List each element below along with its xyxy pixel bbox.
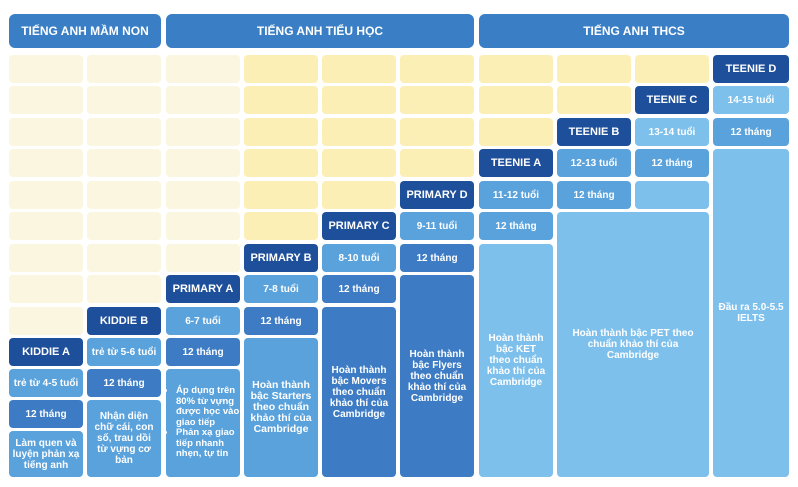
- primary-a-goal: Áp dụng trên 80% từ vựng được học vào gi…: [166, 369, 240, 477]
- bg-cell: [400, 118, 474, 146]
- bg-cell: [400, 55, 474, 83]
- kiddie-a-age: trẻ từ 4-5 tuổi: [9, 369, 83, 397]
- bg-cell: [479, 86, 553, 114]
- teenie-b-label: TEENIE B: [557, 118, 631, 146]
- primary-b-goal: Hoàn thành bậc Starters theo chuẩn khảo …: [244, 338, 318, 477]
- teenie-c-duration: 12 tháng: [635, 149, 709, 177]
- teenie-c-label: TEENIE C: [635, 86, 709, 114]
- kiddie-b-age: trẻ từ 5-6 tuổi: [87, 338, 161, 366]
- teenie-d-duration: 12 tháng: [713, 118, 789, 146]
- primary-d-label: PRIMARY D: [400, 181, 474, 209]
- header-primary: TIẾNG ANH TIỂU HỌC: [166, 14, 474, 48]
- bg-cell: [87, 86, 161, 114]
- primary-c-duration: 12 tháng: [322, 275, 396, 303]
- bg-cell: [479, 118, 553, 146]
- bg-cell: [87, 118, 161, 146]
- primary-c-label: PRIMARY C: [322, 212, 396, 240]
- bg-cell: [166, 149, 240, 177]
- kiddie-b-duration: 12 tháng: [87, 369, 161, 397]
- bg-cell: [166, 118, 240, 146]
- kiddie-a-goal: Làm quen và luyện phản xạ tiếng anh: [9, 431, 83, 477]
- bg-cell: [244, 55, 318, 83]
- teenie-a-goal: Hoàn thành bậc KET theo chuẩn khảo thí c…: [479, 244, 553, 477]
- bg-cell: [322, 55, 396, 83]
- teenie-a-label: TEENIE A: [479, 149, 553, 177]
- bg-cell: [87, 212, 161, 240]
- bg-cell: [166, 244, 240, 272]
- bg-cell: [9, 55, 83, 83]
- bg-cell: [87, 244, 161, 272]
- primary-d-goal: Hoàn thành bậc Flyers theo chuẩn khảo th…: [400, 275, 474, 477]
- bg-cell: [9, 212, 83, 240]
- primary-a-label: PRIMARY A: [166, 275, 240, 303]
- bg-cell: [322, 118, 396, 146]
- bg-cell: [9, 307, 83, 335]
- bg-cell: [9, 149, 83, 177]
- teenie-c-age: 13-14 tuổi: [635, 118, 709, 146]
- bg-cell: [479, 55, 553, 83]
- bg-cell: [9, 275, 83, 303]
- teenie-d-label: TEENIE D: [713, 55, 789, 83]
- bg-cell: [244, 212, 318, 240]
- primary-d-age: 9-11 tuổi: [400, 212, 474, 240]
- bg-cell: [635, 55, 709, 83]
- bg-cell: [166, 55, 240, 83]
- bg-cell: [400, 86, 474, 114]
- bg-cell: [244, 86, 318, 114]
- bg-cell: [87, 55, 161, 83]
- header-preschool: TIẾNG ANH MẦM NON: [9, 14, 161, 48]
- teenie-c-goal: [635, 181, 709, 209]
- teenie-d-goal: Đầu ra 5.0-5.5 IELTS: [713, 149, 789, 477]
- primary-b-duration: 12 tháng: [244, 307, 318, 335]
- primary-a-goal-2: Phản xạ giao tiếp nhanh nhẹn, tự tin: [176, 428, 240, 460]
- bg-cell: [322, 181, 396, 209]
- bg-cell: [166, 181, 240, 209]
- teenie-b-goal: Hoàn thành bậc PET theo chuẩn khảo thí c…: [557, 212, 709, 477]
- bg-cell: [400, 149, 474, 177]
- teenie-d-age: 14-15 tuổi: [713, 86, 789, 114]
- bg-cell: [166, 86, 240, 114]
- primary-a-age: 6-7 tuổi: [166, 307, 240, 335]
- bg-cell: [244, 181, 318, 209]
- primary-a-duration: 12 tháng: [166, 338, 240, 366]
- bg-cell: [244, 118, 318, 146]
- primary-d-duration: 12 tháng: [400, 244, 474, 272]
- bg-cell: [322, 149, 396, 177]
- kiddie-b-goal: Nhận diện chữ cái, con số, trau dồi từ v…: [87, 400, 161, 477]
- primary-c-goal: Hoàn thành bậc Movers theo chuẩn khảo th…: [322, 307, 396, 477]
- kiddie-a-label: KIDDIE A: [9, 338, 83, 366]
- kiddie-b-label: KIDDIE B: [87, 307, 161, 335]
- teenie-b-duration: 12 tháng: [557, 181, 631, 209]
- bg-cell: [87, 275, 161, 303]
- kiddie-a-duration: 12 tháng: [9, 400, 83, 428]
- bg-cell: [87, 149, 161, 177]
- teenie-a-duration: 12 tháng: [479, 212, 553, 240]
- header-secondary: TIẾNG ANH THCS: [479, 14, 789, 48]
- bg-cell: [9, 86, 83, 114]
- bg-cell: [557, 55, 631, 83]
- teenie-a-age: 11-12 tuổi: [479, 181, 553, 209]
- primary-c-age: 8-10 tuổi: [322, 244, 396, 272]
- bg-cell: [9, 181, 83, 209]
- bg-cell: [166, 212, 240, 240]
- bg-cell: [9, 118, 83, 146]
- primary-a-goal-1: Áp dụng trên 80% từ vựng được học vào gi…: [176, 386, 240, 428]
- bg-cell: [87, 181, 161, 209]
- primary-b-label: PRIMARY B: [244, 244, 318, 272]
- bg-cell: [244, 149, 318, 177]
- primary-b-age: 7-8 tuổi: [244, 275, 318, 303]
- bg-cell: [557, 86, 631, 114]
- bg-cell: [9, 244, 83, 272]
- teenie-b-age: 12-13 tuổi: [557, 149, 631, 177]
- bg-cell: [322, 86, 396, 114]
